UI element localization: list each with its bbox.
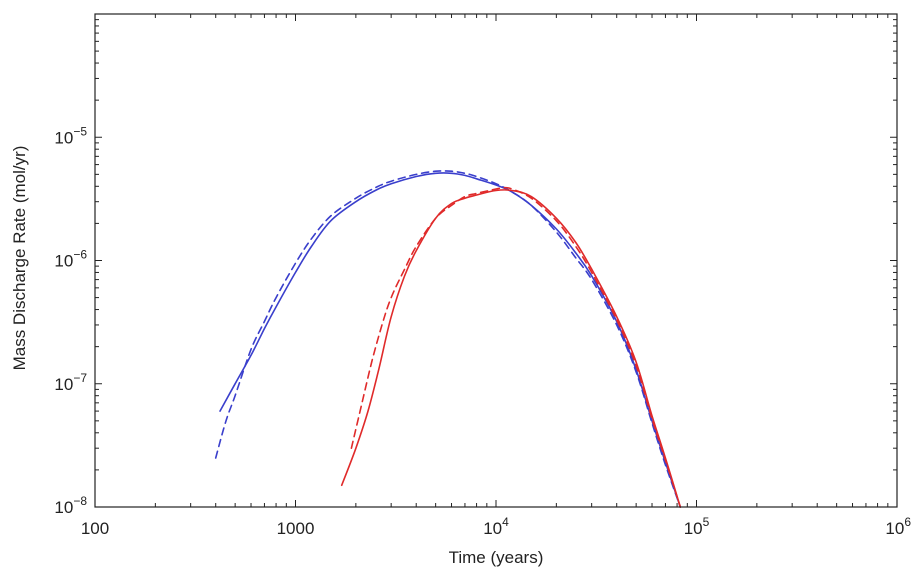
x-tick-label: 106 bbox=[885, 515, 911, 538]
x-axis-title: Time (years) bbox=[449, 548, 544, 567]
series-line-3 bbox=[340, 188, 682, 508]
y-tick-label: 10−5 bbox=[54, 124, 87, 147]
plot-frame bbox=[94, 13, 898, 508]
series-line-1 bbox=[219, 172, 682, 508]
x-tick-label: 1000 bbox=[277, 519, 315, 538]
x-tick-label: 105 bbox=[684, 515, 710, 538]
series-layer bbox=[214, 170, 682, 508]
y-tick-label: 10−7 bbox=[54, 371, 87, 394]
x-tick-label: 104 bbox=[483, 515, 509, 538]
y-tick-label: 10−8 bbox=[54, 494, 87, 517]
tick-labels-layer: 100 1000 104 105 106 10−8 10−7 10−6 10−5 bbox=[54, 124, 911, 538]
x-tick-label: 100 bbox=[81, 519, 109, 538]
ticks-layer bbox=[94, 14, 897, 508]
series-line-4 bbox=[350, 186, 682, 508]
y-tick-label: 10−6 bbox=[54, 248, 87, 271]
series-line-2 bbox=[214, 170, 682, 508]
y-axis-title: Mass Discharge Rate (mol/yr) bbox=[10, 146, 29, 371]
